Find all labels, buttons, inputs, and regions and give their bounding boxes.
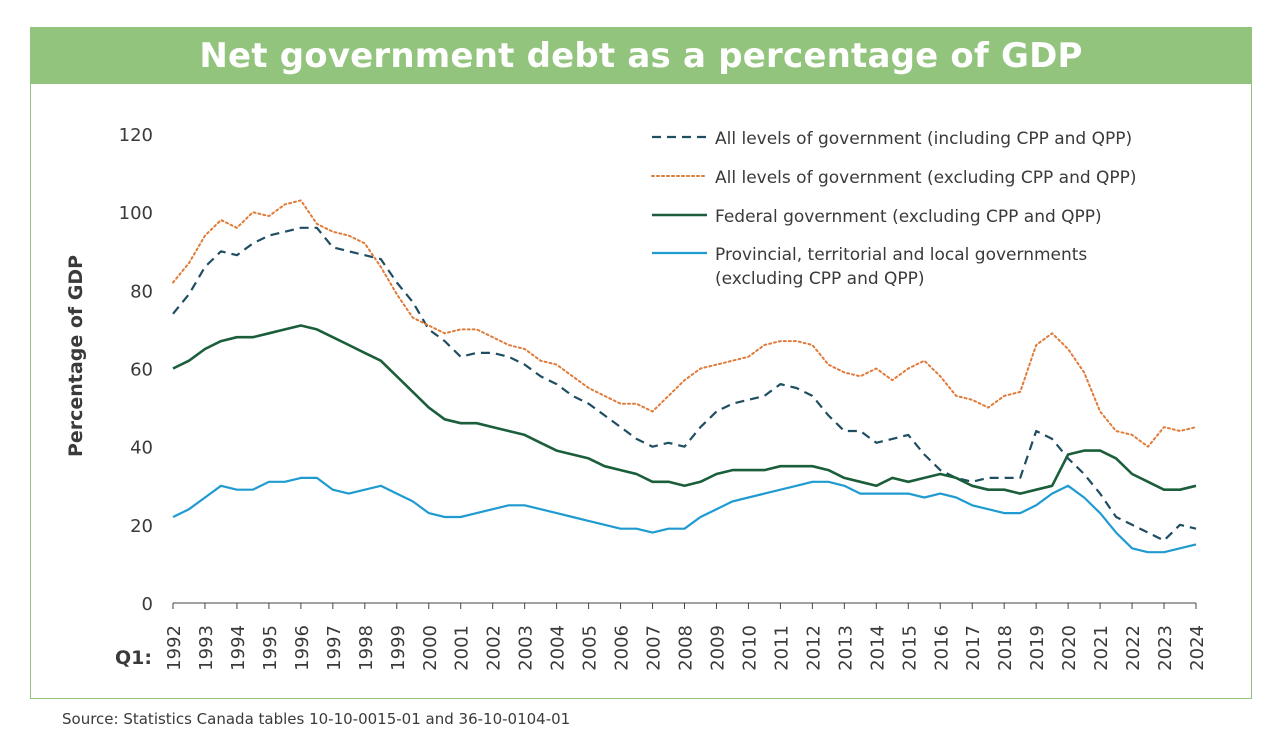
line-chart: Percentage of GDP 0 20 40 60 80 100 120 1992 1993… <box>65 125 1208 671</box>
x-tick-label: 2014 <box>867 625 888 671</box>
x-tick-label: 2016 <box>931 625 952 671</box>
y-tick-label: 60 <box>130 360 153 381</box>
legend-label: All levels of government (including CPP … <box>715 129 1132 149</box>
x-tick-label: 2010 <box>739 625 760 671</box>
y-axis-label: Percentage of GDP <box>65 255 87 457</box>
x-tick-label: 2006 <box>612 625 633 671</box>
title-banner: Net government debt as a percentage of G… <box>31 28 1251 84</box>
x-tick-label: 2000 <box>420 625 441 671</box>
chart-frame: Net government debt as a percentage of G… <box>30 27 1252 699</box>
x-tick-label: 2019 <box>1027 625 1048 671</box>
x-tick-label: 2001 <box>452 625 473 671</box>
series-line-provincial <box>172 476 1197 554</box>
y-tick-label: 0 <box>142 594 153 615</box>
x-tick-label: 1994 <box>228 625 249 671</box>
y-tick-label: 40 <box>130 438 153 459</box>
y-tick-label: 80 <box>130 281 153 302</box>
x-tick-label: 2007 <box>644 625 665 671</box>
x-tick-label: 1993 <box>196 625 217 671</box>
y-tick-label: 20 <box>130 516 153 537</box>
x-tick-label: 1998 <box>356 625 377 671</box>
y-tick-label: 100 <box>119 203 153 224</box>
series-line-federal <box>172 324 1197 495</box>
x-tick-label: 2005 <box>580 625 601 671</box>
x-tick-label: 2009 <box>707 625 728 671</box>
x-tick-label: 2008 <box>676 625 697 671</box>
x-tick-label: 2015 <box>899 625 920 671</box>
legend-label: All levels of government (excluding CPP … <box>715 168 1137 188</box>
legend-label: Provincial, territorial and local govern… <box>715 245 1087 289</box>
x-tick-label: 2021 <box>1091 625 1112 671</box>
y-tick-label: 120 <box>119 125 153 146</box>
x-tick-label: 1999 <box>388 625 409 671</box>
x-tick-label: 2024 <box>1187 625 1208 671</box>
x-tick-label: 2012 <box>803 625 824 671</box>
x-tick-label: 2003 <box>516 625 537 671</box>
x-tick-label: 2020 <box>1059 625 1080 671</box>
legend-label: Federal government (excluding CPP and QP… <box>715 207 1102 227</box>
x-tick-label: 1996 <box>292 625 313 671</box>
x-tick-label: 2023 <box>1155 625 1176 671</box>
x-tick-label: 1995 <box>260 625 281 671</box>
x-axis-label: Q1: <box>115 647 152 669</box>
x-tick-label: 2013 <box>835 625 856 671</box>
series-line-all-incl <box>172 226 1197 542</box>
x-tick-label: 1992 <box>164 625 185 671</box>
x-tick-label: 2022 <box>1123 625 1144 671</box>
x-tick-label: 1997 <box>324 625 345 671</box>
x-tick-label: 2018 <box>995 625 1016 671</box>
x-tick-label: 2004 <box>548 625 569 671</box>
x-tick-label: 2011 <box>771 625 792 671</box>
series-line-all-excl <box>172 199 1197 448</box>
source-note: Source: Statistics Canada tables 10-10-0… <box>62 710 571 728</box>
x-tick-label: 2002 <box>484 625 505 671</box>
x-tick-label: 2017 <box>963 625 984 671</box>
chart-title: Net government debt as a percentage of G… <box>199 36 1083 76</box>
